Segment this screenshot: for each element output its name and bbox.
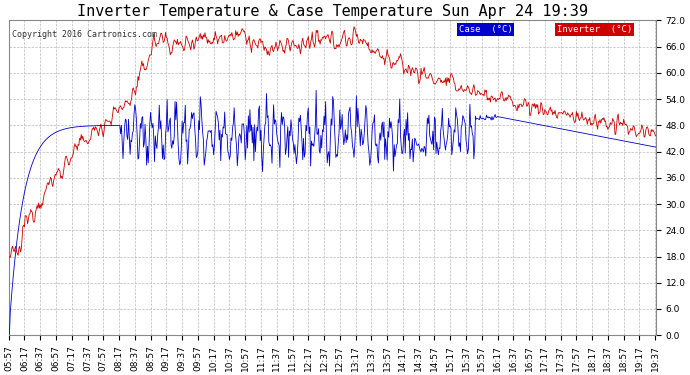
Title: Inverter Temperature & Case Temperature Sun Apr 24 19:39: Inverter Temperature & Case Temperature …	[77, 4, 588, 19]
Text: Inverter  (°C): Inverter (°C)	[557, 25, 632, 34]
Text: Case  (°C): Case (°C)	[459, 25, 512, 34]
Text: Copyright 2016 Cartronics.com: Copyright 2016 Cartronics.com	[12, 30, 157, 39]
